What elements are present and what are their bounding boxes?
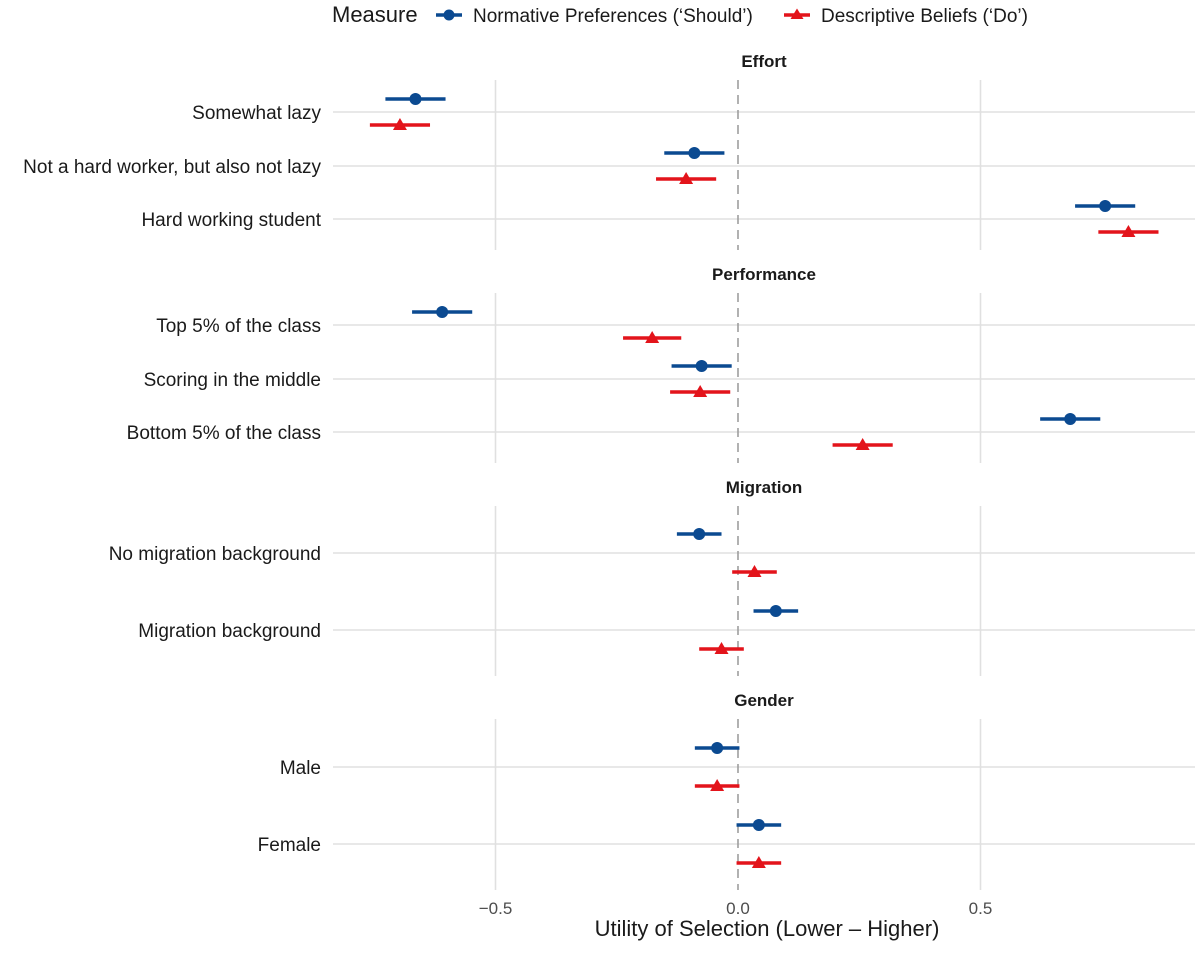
panel-performance: Performance Top 5% of the class Scoring in… [127,265,1195,463]
legend-title: Measure [332,2,418,27]
should-point [693,528,706,540]
should-point [409,93,422,105]
do-point [1121,225,1136,237]
x-axis: Utility of Selection (Lower – Higher) −0… [479,899,993,941]
y-category-label: Male [280,758,321,779]
should-point [752,819,765,831]
panel-gender: Gender Male Female [258,691,1195,890]
panel-title: Migration [726,478,803,497]
do-point [645,331,660,343]
x-axis-label: Utility of Selection (Lower – Higher) [595,916,940,941]
y-category-label: Female [258,835,321,856]
should-point [688,147,701,159]
y-category-label: Migration background [138,621,321,642]
y-category-label: Not a hard worker, but also not lazy [23,157,321,178]
y-category-label: Hard working student [141,210,321,231]
should-point [1064,413,1077,425]
x-tick-label: −0.5 [479,899,513,918]
do-point [855,438,870,450]
legend-should-label: Normative Preferences (‘Should’) [473,6,753,27]
should-point [1099,200,1112,212]
panel-title: Performance [712,265,816,284]
should-point [769,605,782,617]
y-category-label: No migration background [109,544,321,565]
legend-do-triangle-icon [790,8,804,19]
do-point [679,172,694,184]
y-category-label: Scoring in the middle [144,370,321,391]
y-category-label: Bottom 5% of the class [127,423,321,444]
panel-effort: Effort Somewhat lazy Not a hard worker, bu… [23,52,1195,250]
x-tick-label: 0.0 [726,899,750,918]
should-point [436,306,449,318]
panels: Effort Somewhat lazy Not a hard worker, bu… [23,52,1195,890]
should-point [711,742,724,754]
do-point [714,642,729,654]
legend-should-circle-icon [443,9,455,21]
y-category-label: Top 5% of the class [156,316,321,337]
panel-title: Effort [741,52,787,71]
do-point [710,779,725,791]
y-category-label: Somewhat lazy [192,103,321,124]
legend: Measure Normative Preferences (‘Should’)… [332,2,1028,27]
do-point [747,565,762,577]
should-point [695,360,708,372]
legend-do-label: Descriptive Beliefs (‘Do’) [821,6,1028,27]
do-point [693,385,708,397]
panel-migration: Migration No migration background Migratio… [109,478,1195,676]
do-point [751,856,766,868]
do-point [392,118,407,130]
panel-title: Gender [734,691,794,710]
x-tick-label: 0.5 [969,899,993,918]
